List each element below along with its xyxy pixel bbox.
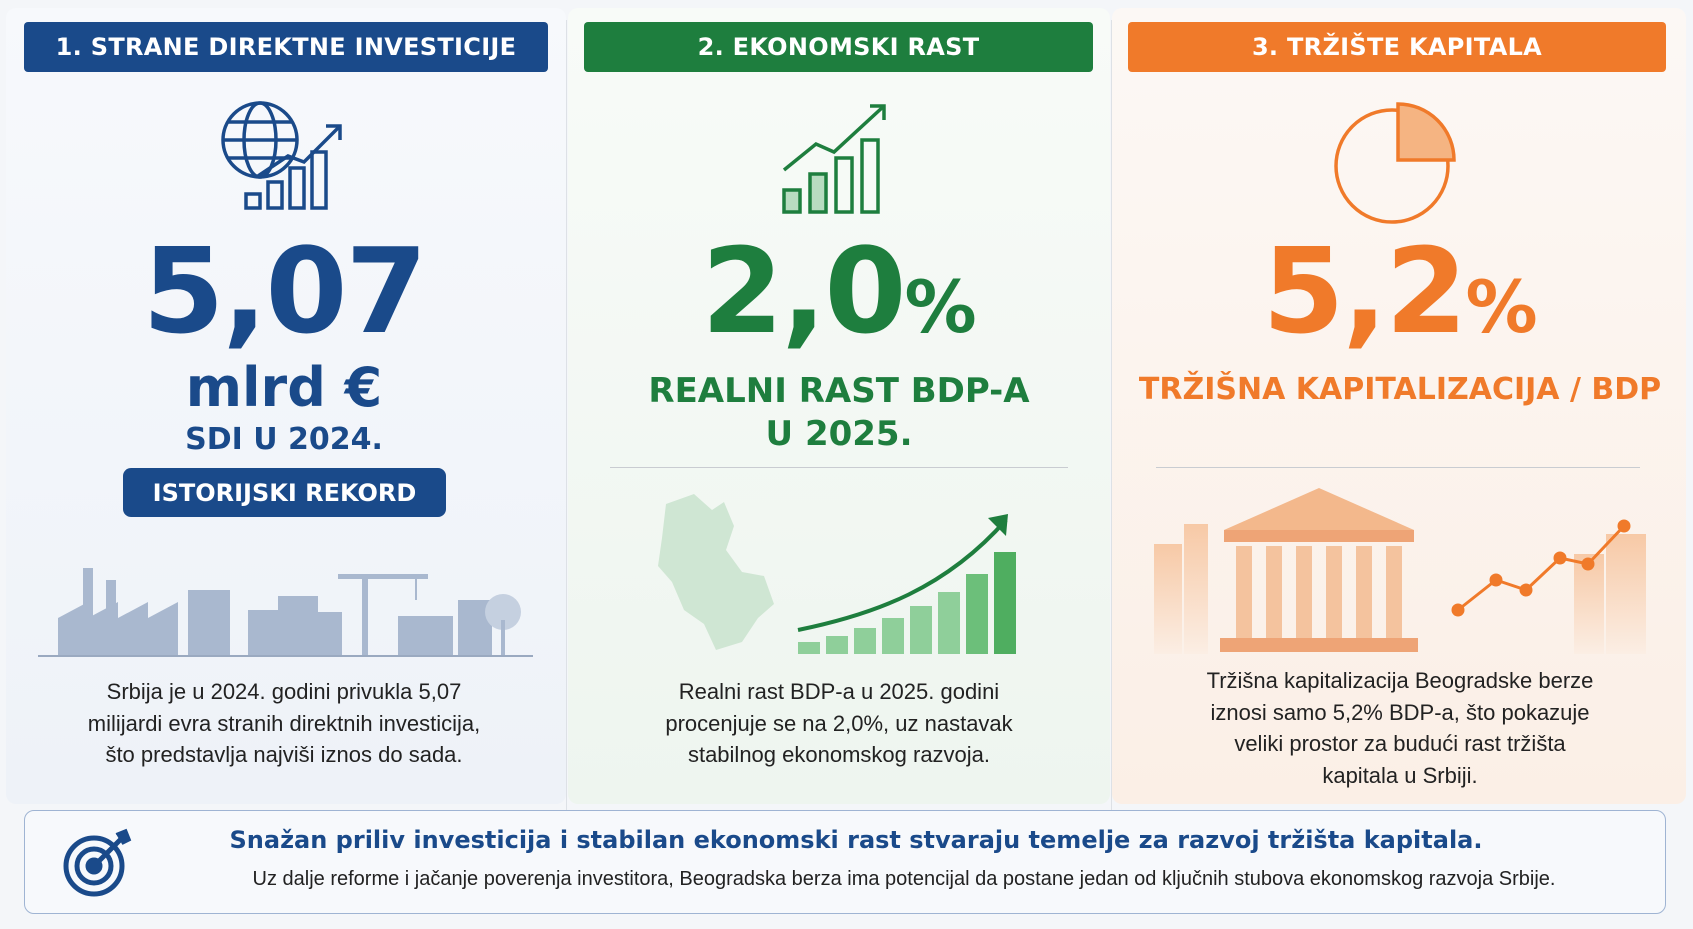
big-value: 5,2%	[1262, 232, 1537, 350]
panel-header: 3. TRŽIŠTE KAPITALA	[1128, 22, 1666, 72]
value-label: TRŽIŠNA KAPITALIZACIJA / BDP	[1138, 372, 1662, 407]
big-value: 5,07	[142, 222, 427, 360]
globe-icon	[221, 101, 342, 210]
big-value: 2,0%	[701, 232, 976, 350]
panel-bg	[568, 8, 1110, 804]
divider	[610, 467, 1068, 468]
text-line: Realni rast BDP-a u 2025. godini	[678, 679, 1000, 704]
city-illustration	[38, 568, 533, 657]
panel-header: 2. EKONOMSKI RAST	[584, 22, 1093, 72]
text-line: iznosi samo 5,2% BDP-a, što pokazuje	[1210, 699, 1590, 725]
text-line: procenjuje se na 2,0%, uz nastavak	[665, 710, 1013, 736]
map-chart-illustration	[658, 494, 1016, 654]
text-line: stabilnog ekonomskog razvoja.	[687, 742, 991, 767]
value-label: REALNI RAST BDP-A U 2025.	[648, 370, 1029, 456]
value-number: 2,0	[701, 222, 906, 360]
growth-icon	[782, 104, 886, 214]
text-line: REALNI RAST BDP-A	[648, 371, 1030, 411]
footer-title: Snažan priliv investicija i stabilan eko…	[229, 826, 1483, 854]
panel-header: 1. STRANE DIREKTNE INVESTICIJE	[24, 22, 548, 72]
text-line: Tržišna kapitalizacija Beogradske berze	[1206, 668, 1594, 693]
badge: ISTORIJSKI REKORD	[123, 468, 446, 517]
value-unit: %	[904, 265, 977, 349]
footer-box	[24, 810, 1666, 914]
value-number: 5,2	[1262, 222, 1467, 360]
text-line: kapitala u Srbiji.	[1322, 762, 1478, 788]
pie-icon	[1334, 102, 1456, 224]
separator	[1111, 20, 1112, 810]
value-label: SDI U 2024.	[185, 422, 383, 457]
value-unit: %	[1465, 265, 1538, 349]
panel-text: Realni rast BDP-a u 2025. godini procenju…	[665, 676, 1012, 771]
exchange-illustration	[1154, 488, 1646, 654]
panel-text: Srbija je u 2024. godini privukla 5,07 mi…	[88, 676, 480, 771]
text-line: Srbija je u 2024. godini privukla 5,07	[106, 679, 462, 704]
value-unit: mlrd €	[185, 356, 383, 419]
text-line: milijardi evra stranih direktnih investi…	[87, 710, 481, 736]
target-icon	[63, 828, 132, 897]
separator	[566, 20, 567, 810]
text-line: U 2025.	[765, 414, 913, 454]
text-line: veliki prostor za budući rast tržišta	[1234, 731, 1566, 756]
text-line: što predstavlja najviši iznos do sada.	[105, 742, 463, 767]
divider	[1156, 467, 1640, 468]
panel-text: Tržišna kapitalizacija Beogradske berze i…	[1207, 665, 1594, 791]
footer-subtitle: Uz dalje reforme i jačanje poverenja inv…	[252, 868, 1556, 890]
